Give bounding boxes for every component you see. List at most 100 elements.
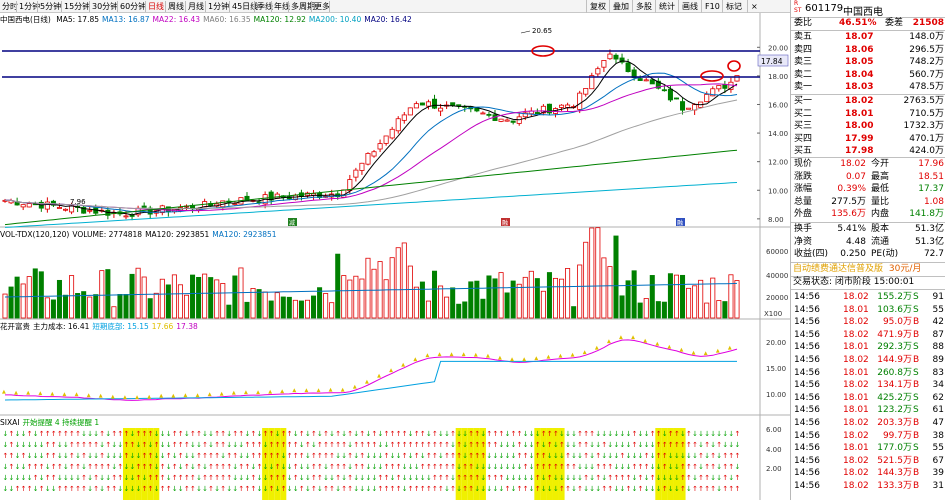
sixai-arrow-icon: ↑ <box>51 441 57 449</box>
sixai-arrow-icon: ↑ <box>662 452 668 460</box>
period-tab-12[interactable]: 年线 <box>274 2 290 11</box>
candle-body <box>680 101 686 111</box>
sixai-arrow-icon: ↓ <box>87 474 93 482</box>
sixai-arrow-icon: ↑ <box>311 463 317 471</box>
stat-value: 1.08 <box>923 196 944 207</box>
sixai-panel[interactable]: ↓↓↑↓↓↓↑↑↑↑↓↓↓↓↓↓↓↑↓↓↑↓↓↑↑↓↓↑↓↑↓↓↓↑↑↓↑↓↓↑… <box>3 428 741 500</box>
ask-label: 卖四 <box>794 44 813 55</box>
period-tab-8[interactable]: 月线 <box>188 2 204 11</box>
toolbar-button-1[interactable]: 叠加 <box>609 0 632 13</box>
sixai-arrow-icon: ↑ <box>269 452 275 460</box>
candle-body <box>123 215 129 218</box>
period-tab-5[interactable]: 60分钟 <box>120 2 147 11</box>
period-tab-13[interactable]: 多周期 <box>291 2 315 11</box>
toolbar-divider <box>145 1 146 12</box>
sixai-arrow-icon: ↑ <box>123 430 129 438</box>
period-tab-10[interactable]: 45日线 <box>232 2 259 11</box>
sixai-arrow-icon: ↑ <box>638 485 644 493</box>
volume-bar <box>601 257 607 319</box>
sixai-arrow-icon: ↑ <box>184 441 190 449</box>
stat-value: 135.6万 <box>831 209 866 219</box>
cost-signal-mark: ▲ <box>607 338 611 344</box>
cost-panel[interactable]: ▲ ▲ ▲ ▲ ▲ ▲ ▲ ▲ ▲ ▲ ▲ ▲ ▲ ▲ ▲ ▲ ▲ ▲ ▲ ▲ ▲ ▲ ▲ ▲ ▲ ▲ ▲ ▲ ▲ ▲ ▲ ▲ ▲ ▲ ▲ ▲ ▲ ▲ ▲ ▲… <box>2 334 738 401</box>
sixai-arrow-icon: ↓ <box>589 463 595 471</box>
sixai-arrow-icon: ↑ <box>81 485 87 493</box>
sixai-arrow-icon: ↑ <box>577 441 583 449</box>
stat-label: 量比 <box>871 196 890 207</box>
sixai-arrow-icon: ↓ <box>33 441 39 449</box>
period-tab-7[interactable]: 周线 <box>168 2 184 11</box>
sixai-axis-label: 6.00 <box>766 426 782 434</box>
volume-panel[interactable] <box>2 227 740 319</box>
sixai-arrow-icon: ↓ <box>668 452 674 460</box>
sixai-arrow-icon: ↓ <box>523 430 529 438</box>
sixai-arrow-icon: ↑ <box>517 430 523 438</box>
toolbar-button-4[interactable]: 画线 <box>678 0 701 13</box>
sixai-arrow-icon: ↑ <box>9 452 15 460</box>
period-tab-14[interactable]: 更多 <box>314 2 330 11</box>
price-axis-label: 10.00 <box>768 187 788 195</box>
period-tab-2[interactable]: 5分钟 <box>40 2 62 11</box>
bid-row-4: 买四 17.99 470.1万 <box>791 134 945 145</box>
sixai-arrow-icon: ↑ <box>517 452 523 460</box>
sixai-arrow-icon: ↓ <box>353 430 359 438</box>
sixai-arrow-icon: ↑ <box>698 452 704 460</box>
toolbar-button-0[interactable]: 复权 <box>586 0 609 13</box>
cost-signal-mark: ▲ <box>147 394 151 400</box>
sixai-arrow-icon: ↑ <box>293 441 299 449</box>
period-tab-0[interactable]: 分时 <box>2 2 18 11</box>
tick-side: S <box>913 405 919 416</box>
sixai-arrow-icon: ↓ <box>287 474 293 482</box>
toolbar-button-6[interactable]: 标记 <box>722 0 745 13</box>
period-tab-1[interactable]: 1分钟 <box>19 2 41 11</box>
volume-bar <box>546 272 552 319</box>
sixai-arrow-icon: ↓ <box>154 452 160 460</box>
period-tab-6[interactable]: 日线 <box>148 2 164 11</box>
sixai-arrow-icon: ↓ <box>613 441 619 449</box>
sixai-arrow-icon: ↓ <box>668 463 674 471</box>
sixai-arrow-icon: ↓ <box>408 463 414 471</box>
cost-signal-mark: ▲ <box>389 368 393 374</box>
period-tab-4[interactable]: 30分钟 <box>92 2 119 11</box>
period-tab-3[interactable]: 15分钟 <box>64 2 91 11</box>
cost-signal-mark: ▲ <box>292 388 296 394</box>
sixai-arrow-icon: ↑ <box>396 430 402 438</box>
period-tab-9[interactable]: 1分钟 <box>208 2 230 11</box>
period-tab-11[interactable]: 季线 <box>257 2 273 11</box>
price-axis-label: 12.00 <box>768 159 788 167</box>
toolbar-button-5[interactable]: F10 <box>701 0 723 13</box>
tick-time: 14:56 <box>794 430 820 441</box>
sixai-arrow-icon: ↓ <box>311 441 317 449</box>
toolbar-button-2[interactable]: 多股 <box>632 0 655 13</box>
kline-chart-area[interactable]: 20.657.9617.84减融融 ▲ ▲ ▲ ▲ ▲ ▲ ▲ ▲ ▲ ▲ ▲ ▲ ▲ ▲ ▲ ▲ ▲ ▲ ▲ ▲ ▲ ▲… <box>0 0 790 500</box>
sixai-highlight <box>679 428 686 500</box>
sixai-arrow-icon: ↑ <box>662 463 668 471</box>
sixai-arrow-icon: ↓ <box>117 485 123 493</box>
sixai-arrow-icon: ↑ <box>347 430 353 438</box>
sixai-arrow-icon: ↓ <box>613 485 619 493</box>
volume-bar <box>673 274 680 319</box>
volume-indicator-line: VOL-TDX(120,120) VOLUME: 2774818 MA120: 29… <box>0 229 283 240</box>
close-icon[interactable]: × <box>747 0 761 13</box>
volume-bar <box>298 300 304 319</box>
tick-volume: 144.3万 <box>877 468 912 479</box>
toolbar-button-3[interactable]: 统计 <box>655 0 678 13</box>
ma-label-item-6: MA20: 16.42 <box>364 15 412 24</box>
sixai-arrow-icon: ↑ <box>45 430 51 438</box>
sixai-arrow-icon: ↓ <box>154 430 160 438</box>
sixai-arrow-icon: ↓ <box>184 430 190 438</box>
sixai-arrow-icon: ↓ <box>499 441 505 449</box>
current-price-tag <box>757 54 789 67</box>
price-axis-label: 14.00 <box>768 130 788 138</box>
stock-name: 中国西电 <box>843 7 883 18</box>
sixai-arrow-icon: ↑ <box>123 441 129 449</box>
cost-signal-mark: ▲ <box>401 362 405 368</box>
sixai-arrow-icon: ↓ <box>426 430 432 438</box>
candlestick-panel[interactable]: 20.65 7.96 17.84 减 融 融 <box>2 27 789 228</box>
ad-banner[interactable]: 自动绩费通达信普及版 30元/月 <box>793 264 922 274</box>
toolbar-divider <box>37 1 38 12</box>
sixai-arrow-icon: ↑ <box>148 485 154 493</box>
sixai-arrow-icon: ↑ <box>220 430 226 438</box>
ask-label: 卖二 <box>794 69 813 80</box>
cost-signal-mark: ▲ <box>99 393 103 399</box>
